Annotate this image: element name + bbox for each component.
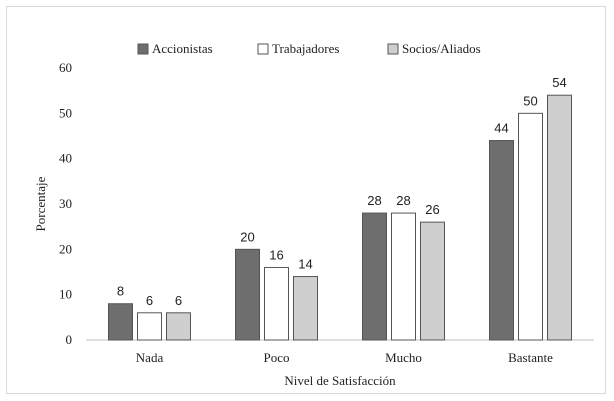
bar-accionistas-bastante (489, 140, 514, 341)
bars: 8 6 6 20 16 14 28 28 26 44 50 54 (108, 75, 572, 341)
data-label: 28 (367, 193, 381, 208)
bar-socios-aliados-nada (166, 312, 191, 341)
y-tick-label: 40 (59, 151, 72, 166)
legend-swatch (257, 43, 269, 55)
legend: Accionistas Trabajadores Socios/Aliados (137, 41, 481, 56)
x-axis-ticks: Nada Poco Mucho Bastante (136, 350, 553, 365)
bar-accionistas-mucho (362, 212, 387, 341)
y-axis-ticks: 0 10 20 30 40 50 60 (59, 60, 72, 347)
legend-swatch (387, 43, 399, 55)
bar-trabajadores-nada (137, 312, 162, 341)
y-tick-label: 20 (59, 241, 72, 256)
data-label: 16 (269, 247, 283, 262)
bar-trabajadores-mucho (391, 212, 416, 341)
y-tick-label: 50 (59, 105, 72, 120)
data-label: 20 (240, 229, 254, 244)
bar-trabajadores-poco (264, 266, 289, 341)
data-label: 6 (146, 293, 153, 308)
data-label: 6 (175, 293, 182, 308)
data-label: 8 (117, 284, 124, 299)
bar-socios-aliados-poco (293, 276, 318, 341)
data-label: 44 (494, 121, 508, 136)
data-label: 14 (298, 257, 312, 272)
bar-socios-aliados-bastante (547, 94, 572, 341)
y-axis-title: Porcentaje (33, 176, 48, 231)
data-label: 26 (425, 202, 439, 217)
y-tick-label: 10 (59, 287, 72, 302)
bar-trabajadores-bastante (518, 112, 543, 341)
data-label: 50 (523, 93, 537, 108)
x-axis-title: Nivel de Satisfacción (284, 373, 396, 388)
legend-swatch (137, 43, 149, 55)
data-label: 54 (552, 75, 566, 90)
y-tick-label: 0 (66, 332, 73, 347)
x-tick-label: Mucho (385, 350, 422, 365)
bar-accionistas-poco (235, 248, 260, 341)
legend-label: Accionistas (152, 41, 213, 56)
legend-label: Socios/Aliados (402, 41, 481, 56)
data-label: 28 (396, 193, 410, 208)
y-tick-label: 30 (59, 196, 72, 211)
x-tick-label: Poco (264, 350, 290, 365)
bar-accionistas-nada (108, 303, 133, 341)
bar-socios-aliados-mucho (420, 221, 445, 341)
y-tick-label: 60 (59, 60, 72, 75)
x-tick-label: Nada (136, 350, 164, 365)
legend-label: Trabajadores (272, 41, 339, 56)
x-tick-label: Bastante (508, 350, 553, 365)
